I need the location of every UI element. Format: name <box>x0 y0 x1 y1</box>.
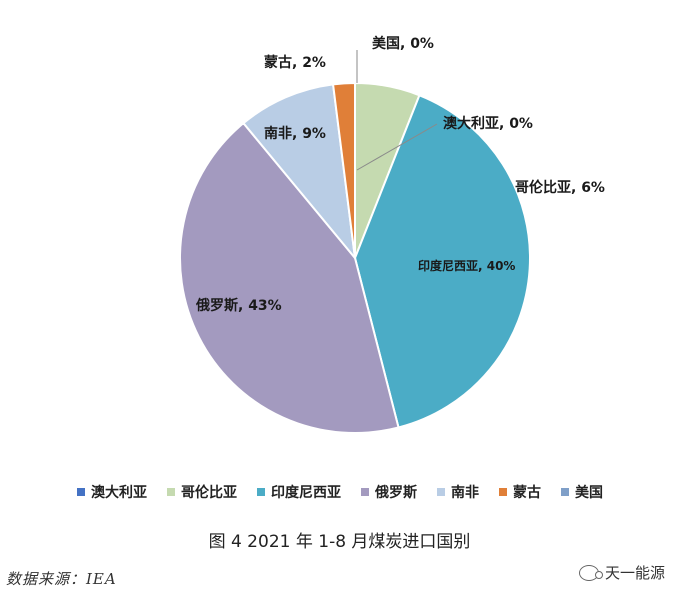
legend-label: 蒙古 <box>513 485 541 501</box>
pie-slice-7 <box>331 81 356 259</box>
legend-swatch <box>257 488 265 496</box>
slice-label-4: 印度尼西亚, 40% <box>418 258 515 273</box>
legend-label: 美国 <box>575 485 603 501</box>
legend-label: 俄罗斯 <box>375 485 417 501</box>
leader-lines <box>356 50 438 171</box>
legend-label: 澳大利亚 <box>91 485 147 501</box>
legend: 澳大利亚 哥伦比亚 印度尼西亚 俄罗斯 南非 蒙古 美国 <box>20 482 660 502</box>
wechat-icon <box>578 564 603 581</box>
slice-label-1: 美国, 0% <box>372 35 434 52</box>
slice-label-6: 南非, 9% <box>264 125 326 142</box>
legend-label: 哥伦比亚 <box>181 485 237 501</box>
legend-item-1: 澳大利亚 <box>77 482 147 502</box>
slice-label-3: 澳大利亚, 0% <box>443 115 533 132</box>
pie-slice-6 <box>242 83 357 262</box>
legend-label: 南非 <box>451 485 479 501</box>
pie-slices <box>179 81 531 434</box>
legend-swatch <box>437 488 445 496</box>
pie-slice-5 <box>179 121 400 434</box>
legend-swatch <box>561 488 569 496</box>
slice-labels: 美国, 0% 哥伦比亚, 6% 澳大利亚, 0% 印度尼西亚, 40% 俄罗斯, 43%… <box>195 35 605 314</box>
legend-item-3: 印度尼西亚 <box>257 482 341 502</box>
legend-swatch <box>167 488 175 496</box>
legend-swatch <box>77 488 85 496</box>
legend-item-5: 南非 <box>437 482 479 502</box>
data-source: 数据来源：IEA <box>6 570 117 588</box>
legend-swatch <box>361 488 369 496</box>
slice-label-5: 俄罗斯, 43% <box>195 297 282 314</box>
pie-chart: 美国, 0% 哥伦比亚, 6% 澳大利亚, 0% 印度尼西亚, 40% 俄罗斯, 43%… <box>179 35 605 434</box>
legend-label: 印度尼西亚 <box>271 485 341 501</box>
legend-item-2: 哥伦比亚 <box>167 482 237 502</box>
pie-slice-4 <box>353 93 531 429</box>
figure-caption: 图 4 2021 年 1-8 月煤炭进口国别 <box>208 532 471 552</box>
legend-swatch <box>499 488 507 496</box>
watermark-text: 天一能源 <box>604 564 665 582</box>
slice-label-2: 哥伦比亚, 6% <box>515 179 605 196</box>
slice-label-7: 蒙古, 2% <box>264 54 326 71</box>
legend-item-4: 俄罗斯 <box>361 482 417 502</box>
legend-item-6: 蒙古 <box>499 482 541 502</box>
watermark: 天一能源 <box>578 562 665 583</box>
leader-line-3 <box>356 123 438 171</box>
legend-item-7: 美国 <box>561 482 603 502</box>
